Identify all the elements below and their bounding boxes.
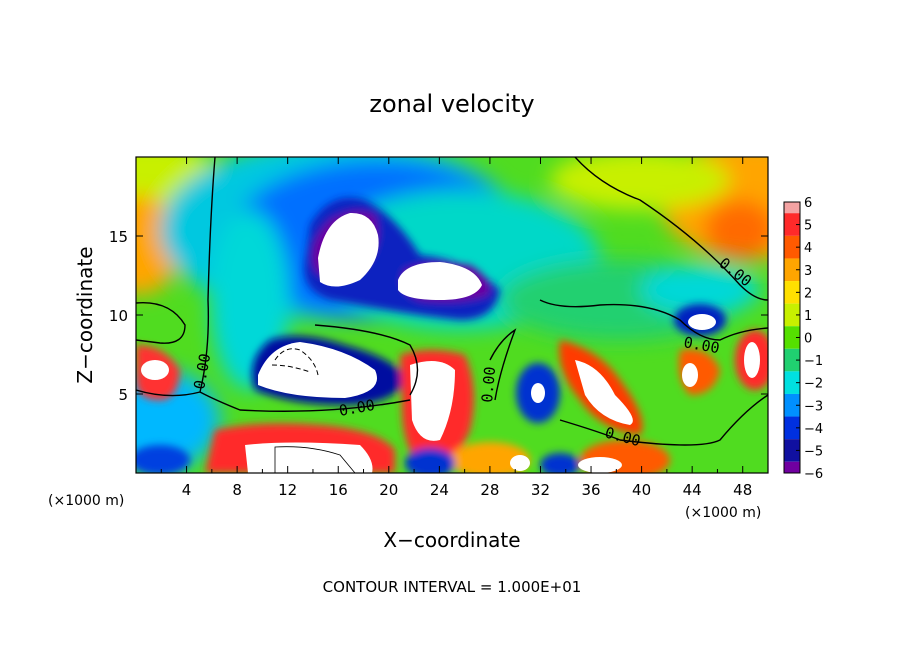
x-unit-label-right: (×1000 m) <box>685 505 761 521</box>
x-axis-label: X−coordinate <box>383 528 520 552</box>
contour-lines <box>136 157 768 446</box>
x-tick-label: 32 <box>531 481 550 499</box>
colorbar-tick-label: 3 <box>804 264 812 279</box>
colorbar-tick-label: −1 <box>804 354 823 369</box>
colorbar: 6 5 4 3 2 1 0 −1 −2 −3 −4 −5 −6 <box>783 196 823 482</box>
contour-label-group: 0.00 0.00 0.00 0.00 0.00 0.00 <box>190 254 755 450</box>
y-tick-label: 5 <box>118 386 128 404</box>
colorbar-tick-label: 0 <box>804 332 812 347</box>
colorbar-swatch <box>784 213 800 236</box>
x-tick-label: 44 <box>683 481 702 499</box>
x-tick-label: 12 <box>278 481 297 499</box>
y-tick-label: 10 <box>109 307 128 325</box>
x-tick-label: 40 <box>632 481 651 499</box>
x-tick-label: 16 <box>329 481 348 499</box>
x-tick-label: 48 <box>733 481 752 499</box>
colorbar-tick-label: 5 <box>804 219 812 234</box>
x-tick-label: 24 <box>430 481 449 499</box>
heatmap-field <box>136 157 768 473</box>
colorbar-swatch <box>784 281 800 304</box>
colorbar-tick-label: −5 <box>804 444 823 459</box>
contour-label: 0.00 <box>190 352 214 391</box>
colorbar-tick-label: 6 <box>804 196 812 211</box>
out-of-range-regions <box>141 212 760 473</box>
colorbar-swatch <box>784 326 800 349</box>
y-axis: 5 10 15 <box>109 228 768 404</box>
x-tick-label: 36 <box>581 481 600 499</box>
colorbar-tick-label: −3 <box>804 399 823 414</box>
x-tick-label: 8 <box>232 481 242 499</box>
colorbar-tick-label: −4 <box>804 422 823 437</box>
chart-title: zonal velocity <box>369 90 534 118</box>
x-unit-label: (×1000 m) <box>48 493 124 509</box>
colorbar-tick-label: 2 <box>804 286 812 301</box>
colorbar-swatch <box>784 303 800 327</box>
x-axis: 4 8 12 16 20 24 28 32 36 40 44 48 <box>160 157 752 499</box>
y-axis-label: Z−coordinate <box>73 246 97 383</box>
contour-label: 0.00 <box>338 396 377 420</box>
colorbar-tick-label: 1 <box>804 309 812 324</box>
y-tick-label: 15 <box>109 228 128 246</box>
colorbar-swatch <box>784 461 800 473</box>
contour-label: 0.00 <box>478 366 499 404</box>
colorbar-tick-label: 4 <box>804 241 812 256</box>
colorbar-swatch <box>784 393 800 417</box>
contour-interval-footer: CONTOUR INTERVAL = 1.000E+01 <box>323 578 582 596</box>
colorbar-swatch <box>784 348 800 372</box>
contour-label: 0.00 <box>682 333 721 357</box>
dashed-contour <box>271 348 319 376</box>
colorbar-swatch <box>784 235 800 259</box>
colorbar-swatch <box>784 439 800 462</box>
colorbar-swatch <box>784 258 800 282</box>
colorbar-tick-label: −2 <box>804 377 823 392</box>
colorbar-swatch <box>784 416 800 440</box>
colorbar-swatch <box>784 371 800 394</box>
x-tick-label: 4 <box>182 481 192 499</box>
x-tick-label: 20 <box>379 481 398 499</box>
x-tick-label: 28 <box>480 481 499 499</box>
colorbar-tick-label: −6 <box>804 467 823 482</box>
